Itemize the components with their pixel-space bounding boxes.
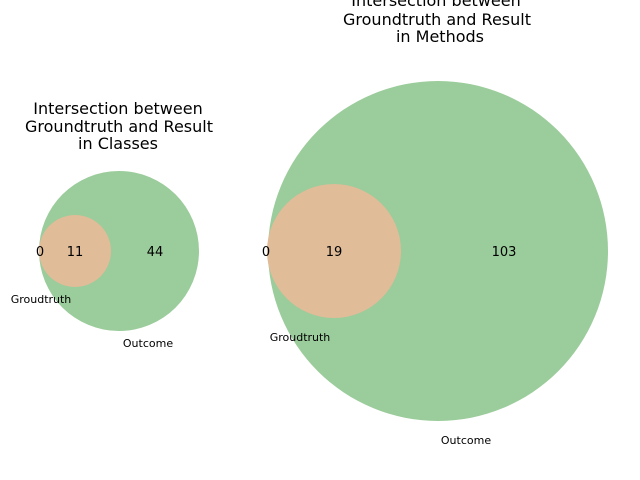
methods-outcome-circle xyxy=(268,81,608,421)
methods-groundtruth-label: Groudtruth xyxy=(270,331,331,344)
methods-groundtruth-only-count: 0 xyxy=(262,245,270,260)
methods-outcome-label: Outcome xyxy=(441,434,491,447)
methods-intersection-circle xyxy=(267,184,401,318)
classes-title-line-1: Intersection between xyxy=(33,99,202,118)
classes-title-line-3: in Classes xyxy=(78,134,158,153)
venn-methods: Intersection between Groundtruth and Res… xyxy=(262,0,608,447)
methods-outcome-only-count: 103 xyxy=(492,245,517,260)
methods-title-line-1: Intersection between xyxy=(351,0,520,10)
venn-classes: Intersection between Groundtruth and Res… xyxy=(11,99,213,350)
classes-groundtruth-only-count: 0 xyxy=(36,245,44,260)
classes-outcome-only-count: 44 xyxy=(147,245,164,260)
classes-intersection-circle xyxy=(39,215,111,287)
methods-title-line-2: Groundtruth and Result xyxy=(343,10,531,29)
methods-title-line-3: in Methods xyxy=(396,27,484,46)
classes-title-line-2: Groundtruth and Result xyxy=(25,117,213,136)
methods-intersection-count: 19 xyxy=(326,245,343,260)
classes-outcome-circle xyxy=(39,171,199,331)
classes-groundtruth-label: Groudtruth xyxy=(11,293,72,306)
classes-intersection-count: 11 xyxy=(67,245,84,260)
classes-outcome-label: Outcome xyxy=(123,337,173,350)
